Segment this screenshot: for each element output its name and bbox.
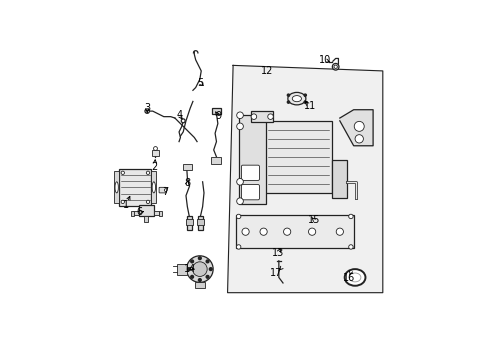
Circle shape xyxy=(349,214,353,219)
Text: 3: 3 xyxy=(144,103,150,113)
Text: 7: 7 xyxy=(162,186,169,197)
Circle shape xyxy=(237,112,244,118)
Bar xyxy=(151,171,156,203)
Circle shape xyxy=(121,200,124,203)
Circle shape xyxy=(237,245,241,249)
Circle shape xyxy=(206,260,209,263)
Circle shape xyxy=(187,256,213,283)
Bar xyxy=(144,216,148,222)
Ellipse shape xyxy=(293,96,301,102)
Circle shape xyxy=(304,94,306,96)
Circle shape xyxy=(153,147,157,150)
Bar xyxy=(251,111,273,122)
Circle shape xyxy=(354,121,364,131)
Circle shape xyxy=(188,268,190,270)
Circle shape xyxy=(332,63,339,70)
Bar xyxy=(198,216,203,230)
Bar xyxy=(197,219,204,225)
Text: 17: 17 xyxy=(270,268,283,278)
FancyBboxPatch shape xyxy=(211,157,220,164)
Bar xyxy=(139,205,154,216)
Bar xyxy=(120,168,151,206)
Circle shape xyxy=(121,171,124,175)
Ellipse shape xyxy=(344,269,366,286)
Circle shape xyxy=(284,228,291,235)
Polygon shape xyxy=(227,66,383,293)
Circle shape xyxy=(336,228,343,235)
Text: 13: 13 xyxy=(272,248,284,258)
Bar xyxy=(159,211,162,216)
Bar xyxy=(133,211,139,215)
Text: 4: 4 xyxy=(176,110,183,120)
Text: 12: 12 xyxy=(261,66,273,76)
Circle shape xyxy=(191,275,194,278)
Bar xyxy=(332,159,347,198)
Circle shape xyxy=(147,171,149,175)
Circle shape xyxy=(181,119,185,123)
Bar xyxy=(154,211,159,215)
FancyBboxPatch shape xyxy=(242,165,259,180)
Circle shape xyxy=(287,94,290,96)
Circle shape xyxy=(145,109,149,113)
Circle shape xyxy=(304,101,306,103)
Circle shape xyxy=(193,262,207,276)
Bar xyxy=(177,264,187,275)
Text: 9: 9 xyxy=(215,111,221,121)
Circle shape xyxy=(164,189,167,192)
Text: 5: 5 xyxy=(196,77,203,87)
Text: 14: 14 xyxy=(183,264,196,274)
Bar xyxy=(265,121,332,193)
Ellipse shape xyxy=(152,182,155,193)
FancyBboxPatch shape xyxy=(212,108,221,114)
Circle shape xyxy=(237,198,244,204)
Polygon shape xyxy=(340,110,373,146)
Circle shape xyxy=(237,179,244,185)
Circle shape xyxy=(242,228,249,235)
Circle shape xyxy=(237,123,244,130)
Ellipse shape xyxy=(115,182,119,193)
Text: 6: 6 xyxy=(137,207,143,217)
Circle shape xyxy=(251,114,257,120)
Circle shape xyxy=(309,228,316,235)
Circle shape xyxy=(334,65,337,68)
Circle shape xyxy=(260,228,267,235)
Bar xyxy=(186,219,193,225)
Text: 15: 15 xyxy=(308,215,320,225)
Circle shape xyxy=(206,275,209,278)
FancyBboxPatch shape xyxy=(242,185,259,200)
Circle shape xyxy=(198,279,201,282)
Bar xyxy=(114,171,120,203)
FancyBboxPatch shape xyxy=(183,164,192,170)
Circle shape xyxy=(191,260,194,263)
Text: 1: 1 xyxy=(123,201,129,210)
Circle shape xyxy=(237,214,241,219)
Bar xyxy=(236,215,354,248)
Circle shape xyxy=(287,101,290,103)
Text: 2: 2 xyxy=(151,162,158,172)
Bar xyxy=(187,216,192,230)
Bar xyxy=(195,282,205,288)
Ellipse shape xyxy=(349,273,361,282)
Circle shape xyxy=(209,268,212,270)
FancyBboxPatch shape xyxy=(151,150,159,156)
Ellipse shape xyxy=(288,93,306,105)
Circle shape xyxy=(349,245,353,249)
Text: 8: 8 xyxy=(184,179,191,189)
Circle shape xyxy=(355,135,364,143)
Circle shape xyxy=(198,257,201,260)
Circle shape xyxy=(147,200,149,203)
Text: 11: 11 xyxy=(304,102,316,111)
Bar xyxy=(239,115,267,204)
Text: 10: 10 xyxy=(319,55,332,66)
Text: 16: 16 xyxy=(343,273,355,283)
FancyBboxPatch shape xyxy=(159,187,166,193)
Circle shape xyxy=(268,114,273,120)
Bar xyxy=(130,211,134,216)
